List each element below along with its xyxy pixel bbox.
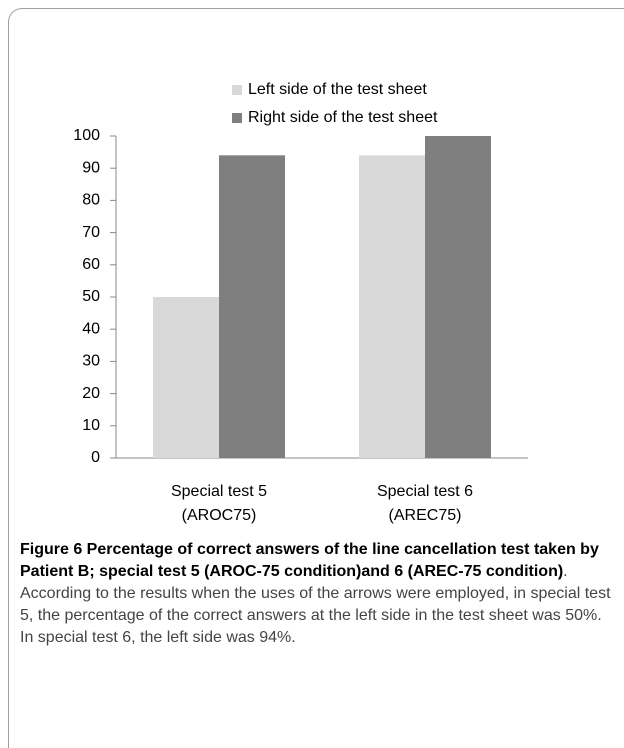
y-tick-label: 50 xyxy=(82,288,100,305)
bar xyxy=(219,155,285,458)
body: {"chart_data": {"type": "bar", "categori… xyxy=(8,8,624,748)
y-tick-label: 60 xyxy=(82,256,100,273)
y-tick-label: 0 xyxy=(91,449,100,466)
x-tick-label: Special test 5 (AROC75) xyxy=(171,483,267,524)
bar xyxy=(425,136,491,458)
caption-text: . According to the results when the uses… xyxy=(20,563,611,646)
legend-label: Left side of the test sheet xyxy=(248,81,427,98)
legend-label: Right side of the test sheet xyxy=(248,109,438,126)
chart: 0 10 20 30 40 50 60 70 80 90 100 Left side of the t… xyxy=(73,81,528,524)
y-tick-label: 80 xyxy=(82,192,100,209)
y-tick-label: 70 xyxy=(82,224,100,241)
y-tick-label: 100 xyxy=(73,127,100,144)
y-tick-label: 10 xyxy=(82,417,100,434)
caption-title: Figure 6 Percentage of correct answers o… xyxy=(20,541,599,580)
figure-frame xyxy=(8,8,624,748)
bar xyxy=(153,297,219,458)
y-tick-label: 90 xyxy=(82,159,100,176)
y-tick-label: 40 xyxy=(82,320,100,337)
x-tick-label: Special test 6 (AREC75) xyxy=(377,483,473,524)
caption: Figure 6 Percentage of correct answers o… xyxy=(20,539,614,649)
page: html, body { margin: 0; padding: 0; widt… xyxy=(8,8,624,748)
y-tick-label: 30 xyxy=(82,353,100,370)
y-tick-label: 20 xyxy=(82,385,100,402)
legend-swatch xyxy=(232,113,242,123)
bar xyxy=(359,155,425,458)
legend-swatch xyxy=(232,85,242,95)
